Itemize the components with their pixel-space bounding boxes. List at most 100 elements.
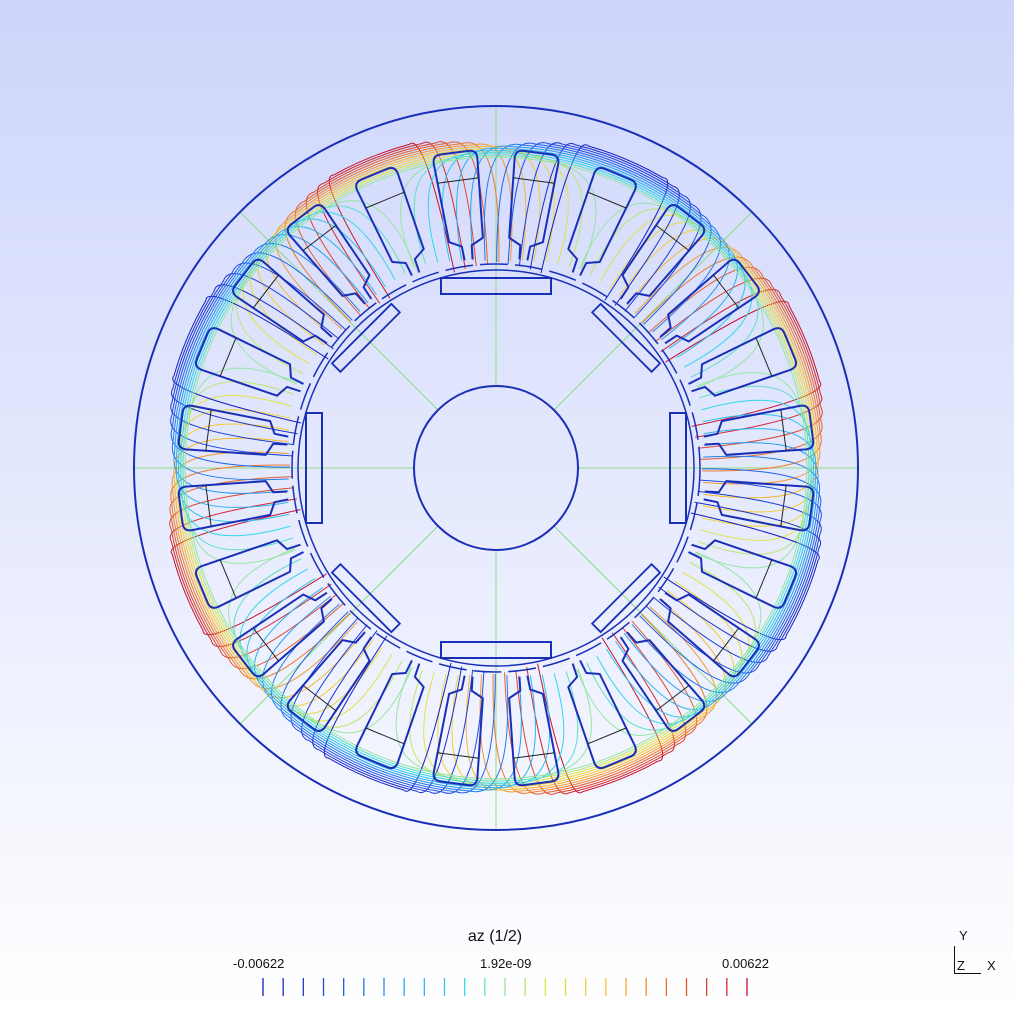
flux-contour-line (228, 547, 592, 780)
flux-contour-line (257, 147, 541, 346)
flux-contour-line (301, 624, 474, 794)
slot-divider (437, 177, 480, 184)
flux-contour-line (233, 558, 579, 782)
flux-contour-line (170, 509, 327, 636)
stator-slot (177, 404, 289, 456)
legend-title: az (1/2) (467, 928, 523, 945)
flux-contour-line (400, 156, 764, 389)
stator-slot (703, 404, 815, 456)
slot-divider (655, 684, 690, 712)
stator-slot (688, 539, 798, 609)
slot-divider (587, 191, 627, 209)
flux-contour-line (456, 147, 739, 349)
slot-outline (567, 660, 637, 770)
stator-slot (355, 166, 425, 276)
slot-divider (365, 191, 405, 209)
motor-geometry (133, 105, 859, 831)
stator-slot (508, 675, 560, 787)
slot-outline (232, 591, 333, 678)
slot-divider (512, 752, 555, 759)
stator-slot (567, 166, 637, 276)
rotor-barrier (590, 302, 662, 374)
stator-slot (194, 539, 304, 609)
flux-contour-line (328, 142, 455, 299)
flux-contour-line (230, 156, 597, 385)
flux-contour-line (171, 451, 358, 690)
flux-contour-line (483, 143, 722, 333)
flux-contour-line (175, 225, 377, 508)
barrier-outline (590, 302, 662, 374)
slot-outline (286, 204, 373, 305)
slot-outline (703, 404, 815, 456)
flux-contour-line (253, 587, 536, 789)
slot-outline (286, 631, 373, 732)
rotor-barrier (330, 562, 402, 634)
slot-divider (512, 177, 555, 184)
stator-slot (508, 149, 560, 261)
stator-slot (703, 480, 815, 532)
magnet-outline (669, 412, 687, 524)
slot-outline (355, 660, 425, 770)
flux-contour-line (586, 385, 810, 731)
rotor-barrier (590, 562, 662, 634)
flux-contour-line (182, 381, 403, 728)
stator-slot (567, 660, 637, 770)
stator-slot (355, 660, 425, 770)
axis-x-label: X (987, 958, 996, 973)
flux-contour-line (175, 423, 374, 707)
flux-contour-line (631, 455, 821, 694)
flux-contour-line (639, 468, 822, 684)
flux-contour-line (540, 144, 669, 301)
flux-contour-line (312, 630, 463, 794)
flux-contour-line (170, 273, 340, 446)
legend-color-ticks (262, 978, 748, 996)
slot-outline (659, 591, 760, 678)
stator-slot (432, 149, 484, 261)
stator-slot (432, 675, 484, 787)
flux-contour-line (492, 613, 708, 794)
flux-contour-line (646, 479, 822, 674)
slot-divider (252, 274, 280, 309)
axis-z-label: Z (957, 958, 965, 973)
rotor-magnet (305, 412, 323, 524)
slot-outline (567, 166, 637, 276)
rotor-surface (297, 269, 695, 667)
stator-slot (286, 204, 373, 305)
flux-contour-line (409, 561, 756, 782)
rotor-magnet (440, 277, 552, 295)
legend-min-label: -0.00622 (233, 956, 285, 971)
slot-divider (205, 484, 212, 527)
slot-divider (437, 752, 480, 759)
flux-contour-line (665, 300, 822, 427)
flux-contour-line (172, 295, 329, 424)
flux-contour-line (171, 242, 361, 481)
barrier-outline (590, 562, 662, 634)
slot-outline (619, 631, 706, 732)
flux-contour-line (518, 142, 691, 312)
magnet-outline (440, 641, 552, 659)
slot-divider (655, 224, 690, 252)
rotor-magnet (440, 641, 552, 659)
stator-slot (177, 480, 289, 532)
slot-divider (587, 727, 627, 745)
flux-contour-line (270, 603, 509, 793)
slot-divider (780, 484, 787, 527)
slot-divider (219, 559, 237, 599)
legend-max-label: 0.00622 (722, 956, 769, 971)
slot-outline (688, 327, 798, 397)
slot-outline (232, 258, 333, 345)
flux-contour-line (641, 256, 822, 472)
slot-divider (755, 559, 773, 599)
barrier-outline (330, 562, 402, 634)
slot-divider (780, 409, 787, 452)
symmetry-lines (134, 106, 858, 830)
flux-contour-line (658, 501, 822, 652)
stator-slot (619, 631, 706, 732)
flux-contour-line (323, 635, 452, 792)
stator-slot (688, 327, 798, 397)
flux-contour-line (274, 143, 513, 330)
magnet-outline (440, 277, 552, 295)
stator-outer-boundary (133, 105, 859, 831)
magnet-outline (305, 412, 323, 524)
